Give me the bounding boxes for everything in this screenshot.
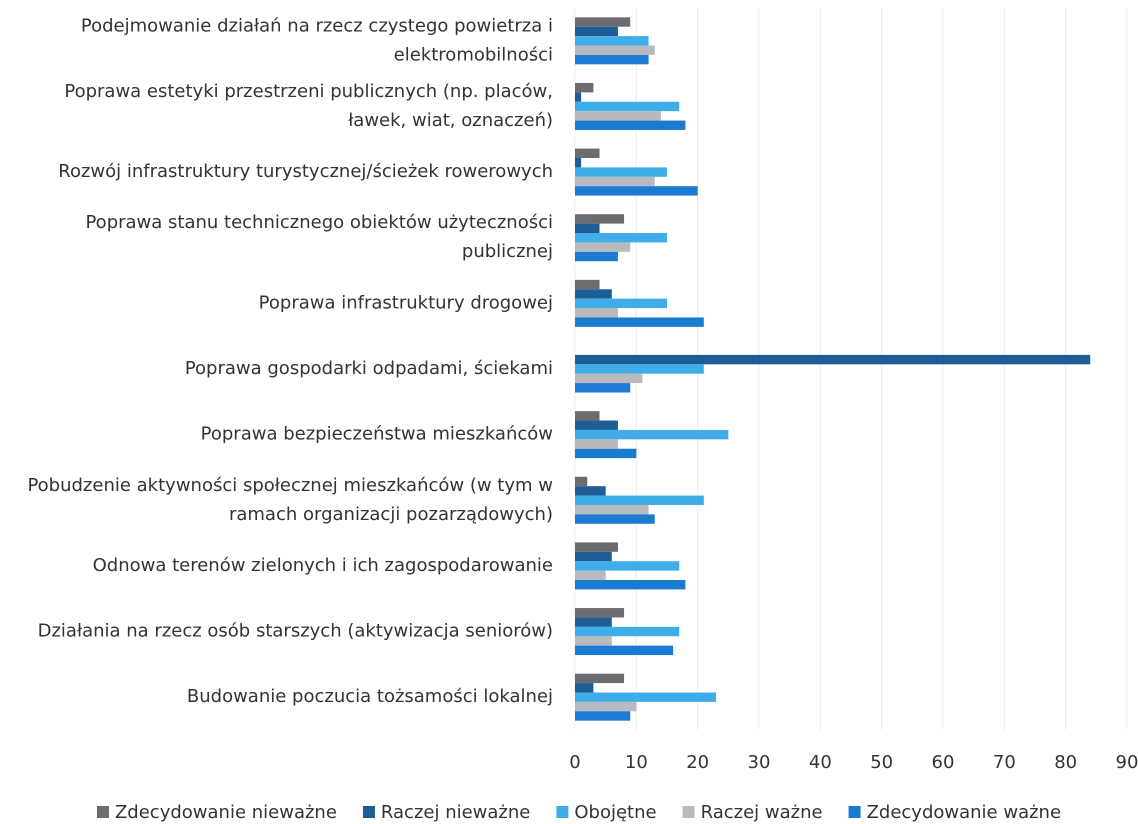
x-tick-label: 80 [1054,752,1077,773]
bar [575,289,612,299]
bar [575,279,600,290]
bar [575,608,625,618]
legend-label: Zdecydowanie nieważne [115,802,337,823]
x-tick-label: 90 [1116,752,1138,773]
bar [575,233,667,243]
bar [575,711,631,721]
bar [575,411,600,421]
bar [575,148,600,158]
bar [575,617,612,627]
y-tick-label: Budowanie poczucia tożsamości lokalnej [187,686,553,707]
y-tick-label: Poprawa infrastruktury drogowej [259,292,553,313]
bar [575,383,631,393]
bar [575,308,618,318]
legend-swatch [556,806,569,818]
x-tick-label: 0 [569,752,580,773]
bar [575,373,643,384]
bar [575,167,667,177]
y-tick-label: Poprawa stanu technicznego obiektów użyt… [85,212,553,233]
y-tick-label: Poprawa bezpieczeństwa mieszkańców [201,424,553,445]
bar [575,476,588,487]
legend-swatch [362,806,375,818]
bar [575,514,655,524]
x-tick-label: 30 [748,752,771,773]
y-tick-label: Odnowa terenów zielonych i ich zagospoda… [93,555,553,576]
x-tick-label: 20 [686,752,709,773]
bar [575,551,612,562]
bar [575,317,704,327]
legend: Zdecydowanie nieważne Raczej nieważne Oboj… [96,802,1061,823]
y-tick-label: elektromobilności [394,44,553,65]
bar [575,223,600,234]
legend-swatch [848,806,861,818]
bar [575,45,655,55]
bar [575,429,729,440]
bar [575,580,686,590]
bar [575,570,606,581]
bar [575,701,637,712]
y-tick-label: Rozwój infrastruktury turystycznej/ścież… [58,161,553,182]
bar [575,561,680,571]
bar [575,82,594,93]
y-tick-label: publicznej [462,241,553,262]
x-tick-label: 70 [993,752,1016,773]
legend-swatch [96,806,109,818]
x-tick-label: 10 [625,752,648,773]
bar [575,36,649,46]
bar [575,645,674,656]
y-tick-label: Podejmowanie działań na rzecz czystego p… [81,15,553,36]
bar [575,26,618,37]
bar [575,111,661,121]
bar [575,420,618,430]
bar [575,101,680,112]
legend-label: Obojętne [574,802,656,823]
legend-swatch [682,806,695,818]
legend-label: Raczej ważne [701,802,823,823]
y-tick-label: Pobudzenie aktywności społecznej mieszka… [27,475,553,496]
bar [575,214,625,224]
y-tick-label: Poprawa estetyki przestrzeni publicznych… [64,81,553,102]
bar [575,176,655,187]
x-tick-label: 40 [809,752,832,773]
legend-label: Raczej nieważne [381,802,530,823]
bar [575,186,698,196]
bar [575,157,582,168]
legend-label: Zdecydowanie ważne [867,802,1061,823]
bar [575,354,1091,365]
bar [575,683,594,693]
bar [575,495,704,505]
bar [575,364,704,374]
bar [575,542,618,552]
bar [575,251,618,262]
y-tick-label: Działania na rzecz osób starszych (aktyw… [38,621,553,642]
bar [575,636,612,646]
bar [575,120,686,130]
bar [575,673,625,684]
bar [575,692,717,702]
y-tick-label: Poprawa gospodarki odpadami, ściekami [185,358,553,379]
bar [575,504,649,515]
bar [575,54,649,65]
bar [575,298,667,309]
y-tick-label: ławek, wiat, oznaczeń) [348,110,553,131]
x-tick-label: 50 [870,752,893,773]
bar [575,92,582,102]
bar [575,242,631,252]
y-tick-label: ramach organizacji pozarządowych) [229,504,553,525]
x-tick-label: 60 [932,752,955,773]
bar [575,17,631,27]
bar [575,626,680,637]
bar [575,448,637,459]
bar [575,439,618,449]
bar [575,486,606,496]
